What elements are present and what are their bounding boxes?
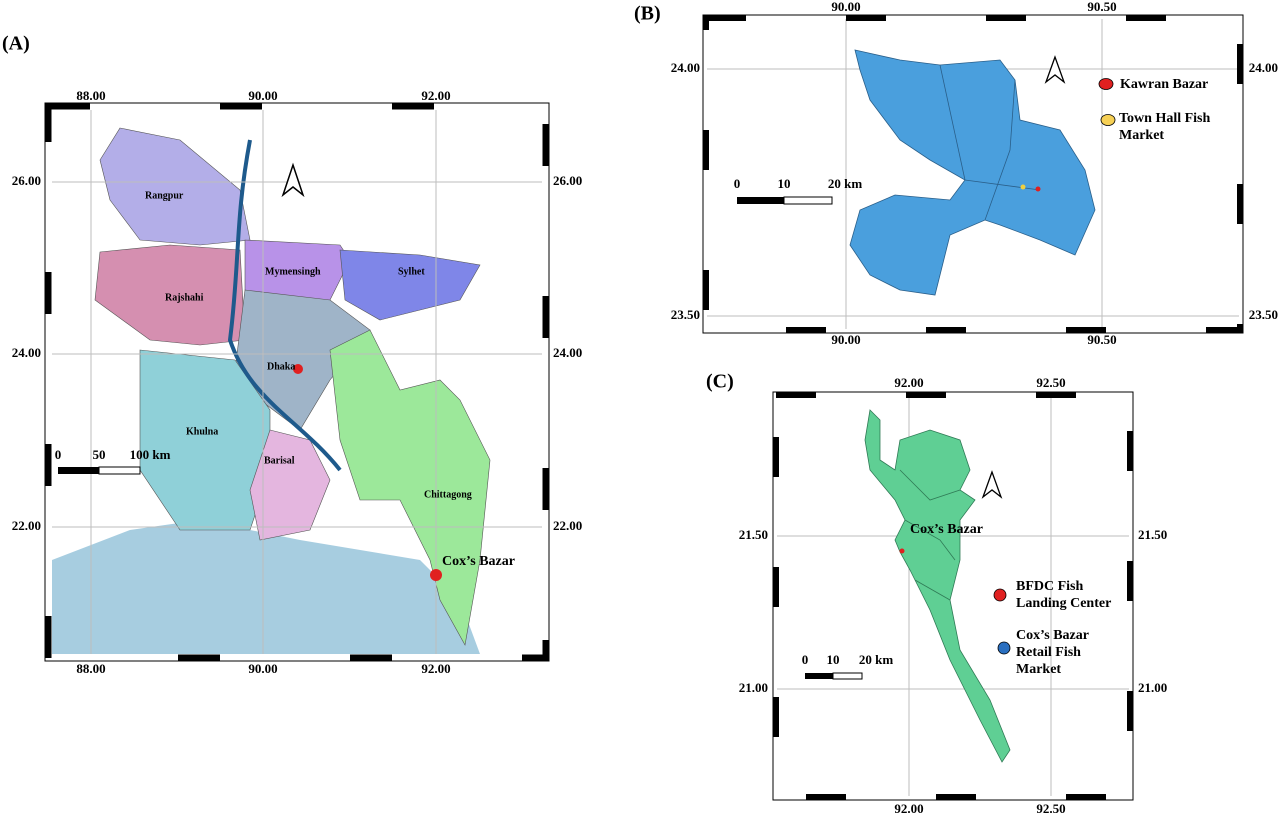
lat-tick-label: 21.00 bbox=[739, 680, 768, 695]
legend-marker bbox=[993, 588, 1007, 602]
legend-marker bbox=[997, 641, 1011, 655]
sea bbox=[52, 520, 480, 654]
legend-item: Cox’s Bazar Retail Fish Market bbox=[1016, 628, 1089, 677]
panel-a: (A) Rangpur Mymensingh Sylhet Rajshahi bbox=[2, 33, 582, 676]
lat-tick-label: 23.50 bbox=[1249, 307, 1278, 322]
region-label: Mymensingh bbox=[265, 266, 321, 277]
legend-marker bbox=[1098, 78, 1114, 90]
legend-label: Kawran Bazar bbox=[1120, 77, 1208, 92]
region-label: Barisal bbox=[264, 455, 295, 466]
location-marker bbox=[430, 569, 442, 581]
lat-tick-label: 21.50 bbox=[739, 527, 768, 542]
legend-label: BFDC Fish Landing Center bbox=[1016, 579, 1112, 611]
lon-tick-label: 90.00 bbox=[248, 661, 277, 676]
lon-tick-label: 92.00 bbox=[421, 88, 450, 103]
legend-marker bbox=[1100, 114, 1116, 126]
lat-tick-label: 26.00 bbox=[12, 173, 41, 188]
division bbox=[339, 249, 481, 321]
panel-label: (B) bbox=[634, 3, 661, 25]
north-arrow bbox=[1044, 55, 1066, 84]
scale-label: 0 bbox=[55, 447, 62, 462]
location-marker bbox=[1020, 184, 1026, 190]
map-frame bbox=[773, 392, 1133, 800]
legend-label: Town Hall Fish Market bbox=[1119, 111, 1211, 143]
north-arrow bbox=[981, 470, 1003, 499]
boundary bbox=[899, 469, 961, 601]
panel-b: (B) Kawran Bazar Town Hall Fish Market 0… bbox=[634, 0, 1278, 347]
panel-label: (C) bbox=[706, 371, 734, 393]
lon-tick-label: 90.50 bbox=[1087, 332, 1116, 347]
lat-tick-label: 22.00 bbox=[553, 518, 582, 533]
lon-tick-label: 90.00 bbox=[831, 0, 860, 14]
lat-tick-label: 24.00 bbox=[553, 345, 582, 360]
lat-tick-label: 24.00 bbox=[12, 345, 41, 360]
location-marker bbox=[293, 364, 303, 374]
scale-label: 0 bbox=[734, 176, 741, 191]
panel-label: (A) bbox=[2, 33, 30, 55]
scale-label: 0 bbox=[802, 652, 809, 667]
division bbox=[329, 329, 491, 646]
boundary bbox=[939, 64, 1041, 221]
scale-bar bbox=[98, 466, 141, 475]
lon-tick-label: 90.50 bbox=[1087, 0, 1116, 14]
region-label: Dhaka bbox=[267, 361, 295, 372]
lat-tick-label: 21.50 bbox=[1138, 527, 1167, 542]
lon-tick-label: 88.00 bbox=[76, 661, 105, 676]
scale-label: 50 bbox=[93, 447, 106, 462]
scale-bar bbox=[737, 197, 784, 204]
lat-tick-label: 24.00 bbox=[1249, 60, 1278, 75]
scale-label: 20 km bbox=[859, 652, 893, 667]
division bbox=[94, 244, 246, 346]
scale-bar bbox=[805, 673, 833, 679]
scale-label: 10 bbox=[827, 652, 840, 667]
lat-tick-label: 22.00 bbox=[12, 518, 41, 533]
division bbox=[99, 127, 251, 246]
legend-item: BFDC Fish Landing Center bbox=[1016, 579, 1112, 611]
district bbox=[849, 49, 1096, 296]
scale-label: 10 bbox=[778, 176, 791, 191]
scale-label: 20 km bbox=[828, 176, 862, 191]
region-label: Khulna bbox=[186, 426, 218, 437]
map-frame bbox=[702, 14, 1244, 334]
place-label: Cox’s Bazar bbox=[910, 522, 983, 537]
region-label: Rangpur bbox=[145, 190, 184, 201]
lat-tick-label: 24.00 bbox=[671, 60, 700, 75]
region-label: Sylhet bbox=[398, 266, 425, 277]
region-label: Chittagong bbox=[424, 489, 472, 500]
lon-tick-label: 88.00 bbox=[76, 88, 105, 103]
lon-tick-label: 90.00 bbox=[248, 88, 277, 103]
lat-tick-label: 21.00 bbox=[1138, 680, 1167, 695]
scale-bar bbox=[58, 467, 99, 474]
district bbox=[864, 409, 1011, 763]
lon-tick-label: 92.50 bbox=[1036, 375, 1065, 390]
scale-bar bbox=[783, 196, 833, 205]
map-frame bbox=[772, 391, 1134, 801]
legend-item: Town Hall Fish Market bbox=[1119, 111, 1211, 143]
lon-tick-label: 92.00 bbox=[894, 375, 923, 390]
lat-tick-label: 23.50 bbox=[671, 307, 700, 322]
lon-tick-label: 90.00 bbox=[831, 332, 860, 347]
lon-tick-label: 92.50 bbox=[1036, 801, 1065, 816]
place-label: Cox’s Bazar bbox=[442, 554, 515, 569]
scale-bar bbox=[832, 672, 863, 680]
location-marker bbox=[899, 548, 905, 554]
river bbox=[227, 139, 342, 472]
north-arrow bbox=[281, 162, 305, 198]
location-marker bbox=[1035, 186, 1041, 192]
lat-tick-label: 26.00 bbox=[553, 173, 582, 188]
panel-c: (C) Cox’s Bazar BFDC Fish Landing Center… bbox=[706, 371, 1167, 816]
lon-tick-label: 92.00 bbox=[421, 661, 450, 676]
map-frame bbox=[44, 102, 550, 662]
lon-tick-label: 92.00 bbox=[894, 801, 923, 816]
region-label: Rajshahi bbox=[165, 292, 204, 303]
legend-label: Cox’s Bazar Retail Fish Market bbox=[1016, 628, 1089, 677]
scale-label: 100 km bbox=[130, 447, 171, 462]
